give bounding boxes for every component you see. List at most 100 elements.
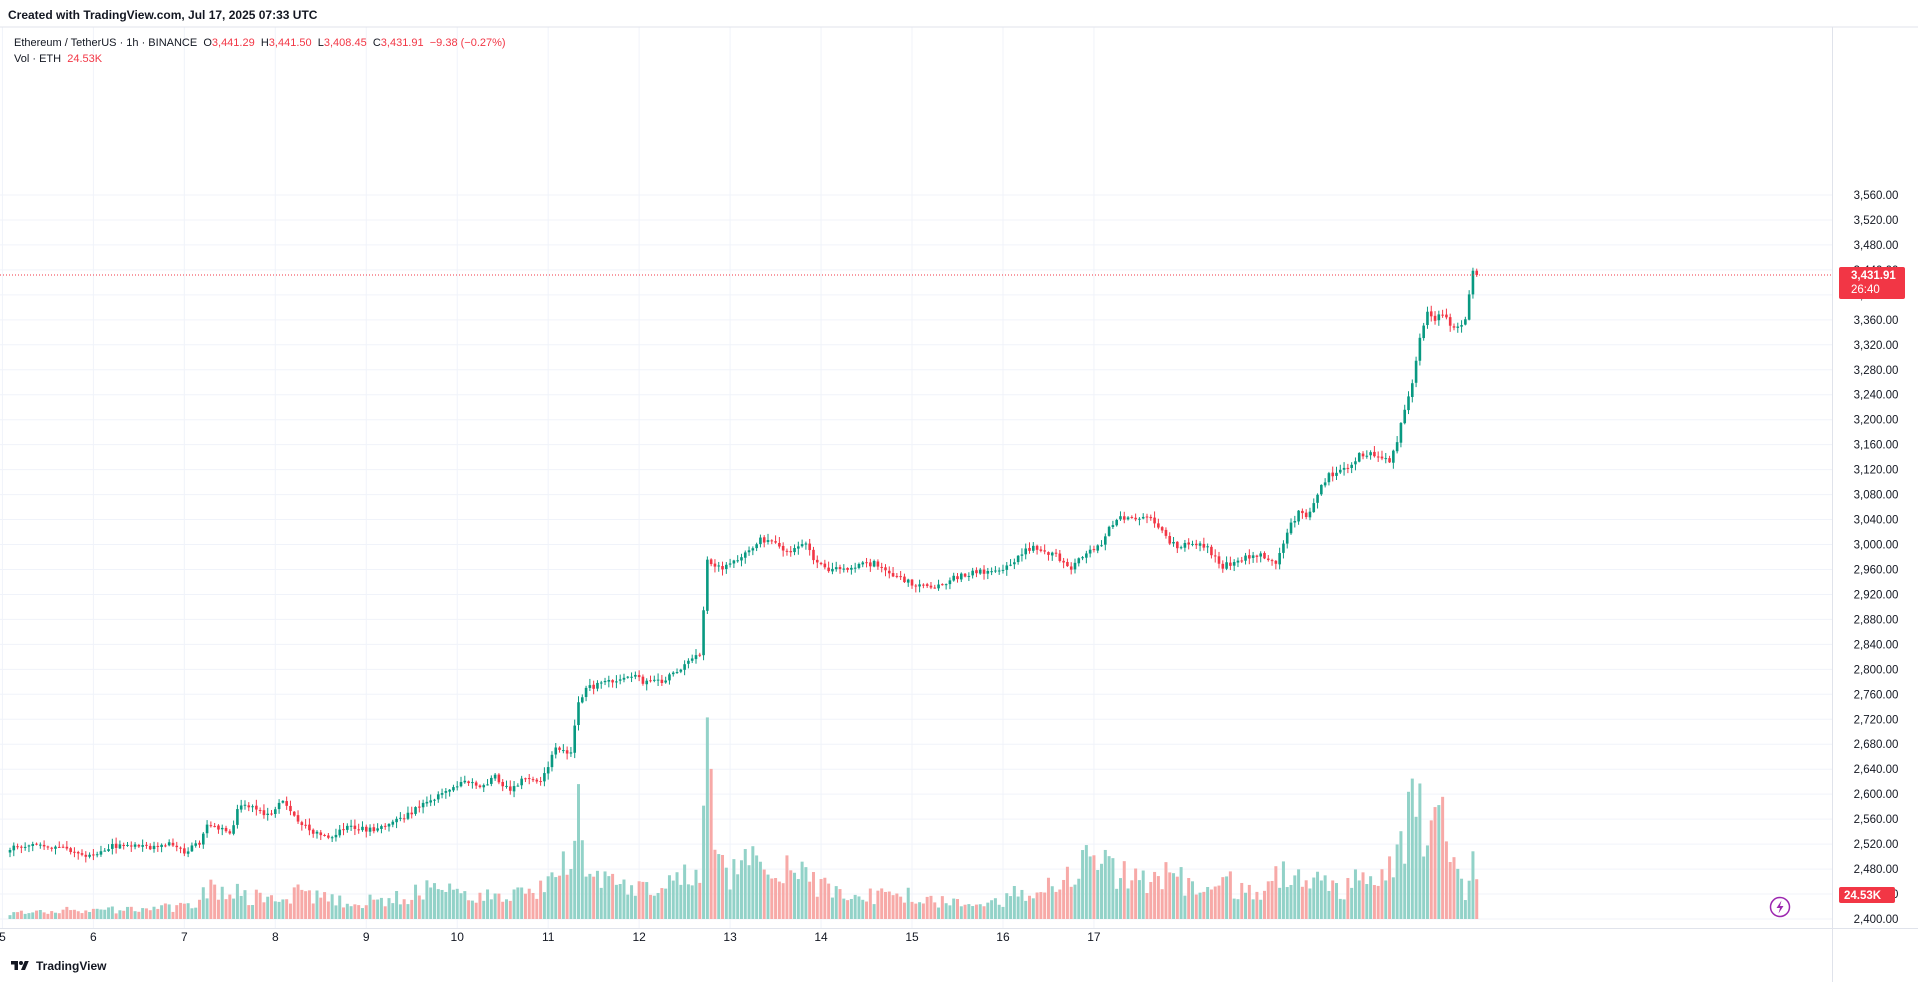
candle-body (607, 679, 611, 682)
candle-body (1414, 360, 1418, 383)
candle-body (129, 845, 133, 847)
volume-bar (213, 884, 217, 919)
volume-bar (698, 882, 702, 919)
volume-bar (717, 854, 721, 919)
volume-bar (743, 849, 747, 919)
candle-body (797, 546, 800, 549)
candle-body (1032, 545, 1035, 551)
volume-bar (1039, 892, 1043, 919)
volume-bar (664, 888, 668, 919)
volume-bar (338, 895, 342, 919)
volume-bar (588, 873, 592, 919)
volume-bar (736, 874, 740, 919)
volume-bar (558, 875, 562, 919)
volume-bar (1149, 881, 1153, 919)
candle-body (8, 850, 12, 853)
candle-body (906, 579, 910, 583)
candle-body (1160, 527, 1164, 531)
volume-tag-label: 24.53K (1844, 890, 1882, 902)
candle-body (1395, 442, 1399, 452)
volume-bar (1259, 899, 1263, 919)
volume-bar (38, 910, 42, 919)
volume-bar (50, 911, 54, 919)
volume-bar (1323, 875, 1327, 919)
candle-body (709, 559, 713, 565)
candle-body (92, 854, 95, 856)
candle-body (1464, 319, 1467, 325)
candle-body (1422, 325, 1425, 339)
volume-bar (1403, 863, 1407, 919)
volume-bar (1073, 884, 1077, 919)
volume-bar (1350, 887, 1354, 919)
volume-bar (1361, 872, 1365, 919)
candle-body (1104, 536, 1107, 545)
tradingview-footer[interactable]: TradingView (9, 959, 106, 973)
candle-body (35, 843, 38, 845)
price-tick-label: 3,320.00 (1854, 340, 1899, 352)
candle-body (679, 669, 683, 672)
volume-label: Vol · ETH (14, 53, 62, 65)
volume-bar (626, 894, 630, 919)
candle-body (1119, 516, 1122, 520)
candle-body (747, 550, 751, 553)
volume-bar (861, 899, 865, 919)
candle-body (846, 567, 849, 570)
volume-bar (368, 894, 372, 919)
candle-body (1126, 517, 1130, 520)
volume-bar (478, 892, 482, 919)
volume-bar (709, 768, 713, 919)
candle-body (634, 674, 637, 677)
volume-bar (599, 887, 603, 919)
price-tick-label: 3,080.00 (1854, 490, 1899, 502)
candle-body (668, 674, 671, 681)
price-axis[interactable]: 2,400.002,440.002,480.002,520.002,560.00… (1854, 190, 1899, 926)
candle-body (978, 569, 982, 574)
volume-bar (1024, 900, 1028, 919)
candle-body (1445, 314, 1448, 318)
candle-body (88, 854, 91, 857)
last-price-tag: 3,431.91 26:40 (1839, 266, 1905, 299)
volume-bar (216, 899, 220, 919)
candle-body (285, 801, 288, 806)
candle-body (1058, 553, 1062, 561)
volume-bar (1236, 899, 1240, 919)
volume-bar (592, 876, 596, 919)
volume-bar (868, 888, 872, 919)
volume-bar (550, 872, 554, 919)
volume-bar (815, 896, 819, 919)
candle-body (141, 845, 144, 847)
candle-body (922, 584, 925, 586)
candle-body (698, 654, 702, 656)
candle-body (236, 809, 239, 825)
lightning-icon[interactable] (1769, 896, 1791, 918)
candle-body (599, 682, 603, 684)
time-axis[interactable]: 5 6 7 8 9 10 11 12 13 14 15 16 17 (0, 930, 1101, 944)
volume-bar (914, 903, 918, 919)
volume-bar (906, 887, 910, 919)
volume-bar (1444, 841, 1448, 919)
volume-bar (751, 846, 755, 919)
volume-bar (842, 898, 846, 919)
symbol-label[interactable]: Ethereum / TetherUS · 1h · BINANCE (14, 37, 198, 49)
volume-bar (156, 908, 160, 919)
volume-bar (527, 888, 531, 919)
volume-bar (607, 876, 611, 919)
candle-body (12, 845, 16, 851)
candle-body (838, 567, 842, 570)
candle-body (1107, 526, 1111, 536)
candle-body (1077, 558, 1081, 564)
candle-body (653, 679, 656, 681)
candle-body (527, 778, 531, 780)
candle-body (183, 848, 186, 854)
time-tick-label: 12 (632, 930, 646, 944)
volume-bar (899, 896, 903, 919)
candle-body (1194, 543, 1198, 546)
volume-bar (819, 879, 823, 919)
volume-bar (501, 901, 505, 919)
volume-bar (1092, 855, 1096, 919)
volume-bar (1388, 856, 1392, 919)
volume-bar (1319, 880, 1323, 919)
candle-body (1342, 467, 1346, 470)
volume-bar (376, 899, 380, 919)
